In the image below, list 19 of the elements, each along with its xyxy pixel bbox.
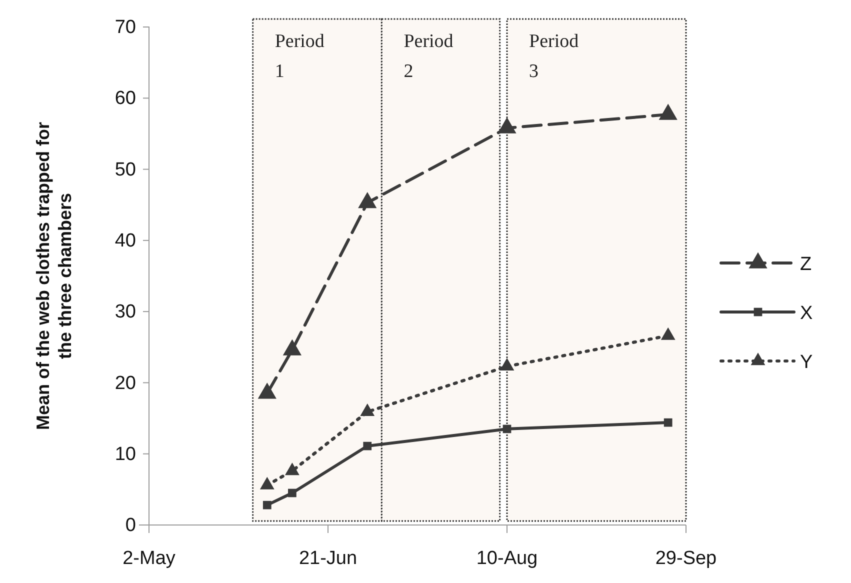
x-tick-label: 29-Sep (655, 548, 717, 569)
y-tick-label: 40 (114, 230, 136, 252)
y-tick-label: 60 (114, 88, 136, 110)
x-tick-label: 21-Jun (298, 548, 358, 569)
y-axis-title: Mean of the web clothes trapped for the three chambers (33, 122, 75, 430)
legend-label: X (800, 303, 813, 324)
y-tick-label: 50 (114, 159, 136, 180)
band-label: Period 1 (274, 31, 325, 82)
y-tick-label: 30 (114, 302, 136, 323)
y-tick-label: 10 (114, 444, 136, 465)
band-label: Period 2 (404, 31, 454, 82)
x-tick-label: 2-May (122, 548, 176, 569)
band-label: Period 3 (529, 31, 580, 82)
x-tick-label: 10-Aug (476, 548, 538, 569)
y-tick-label: 0 (125, 515, 136, 536)
y-tick-label: 20 (114, 372, 136, 394)
legend-label: Z (800, 254, 812, 275)
legend-label: Y (800, 352, 813, 373)
y-tick-label: 70 (114, 17, 136, 38)
